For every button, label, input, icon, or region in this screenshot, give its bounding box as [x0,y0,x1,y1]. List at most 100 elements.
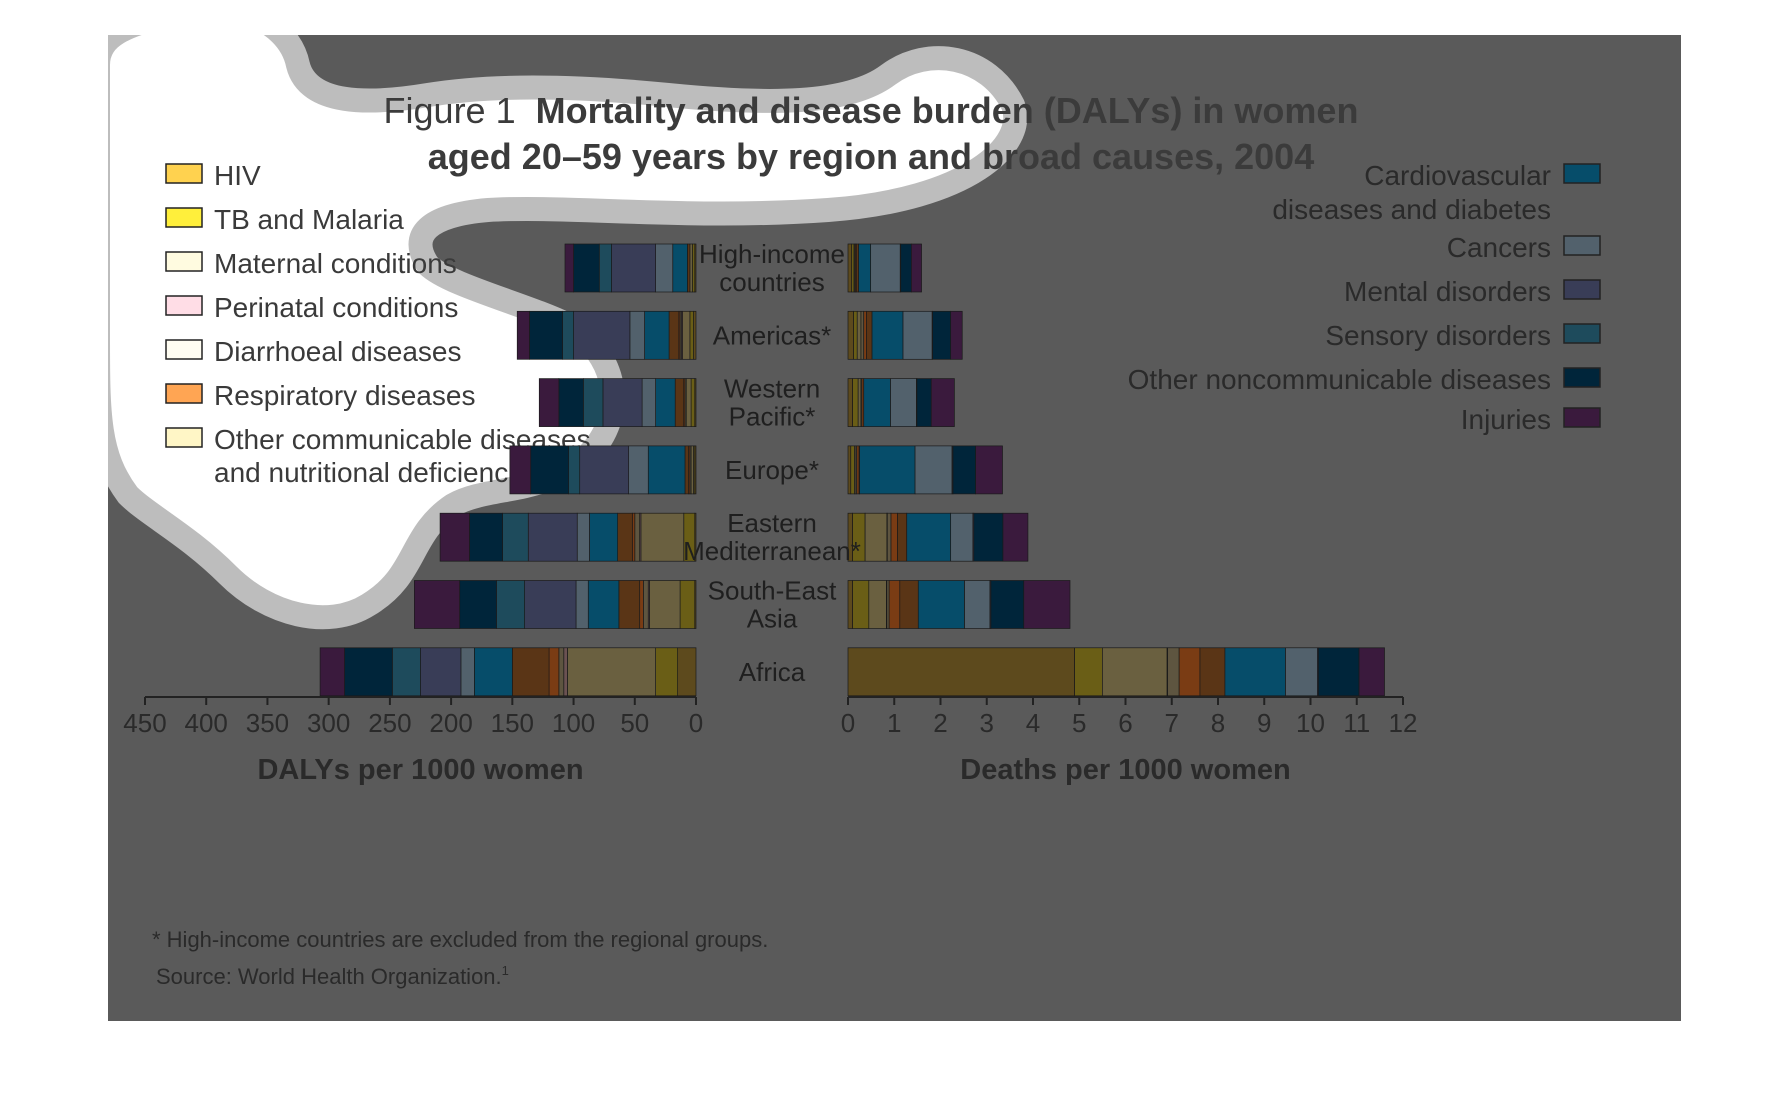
legend-item-other-noncommunicable-diseases: Other noncommunicable diseases [1128,364,1601,395]
bar-segment-hiv [847,378,853,427]
tick-label: 150 [491,708,534,738]
legend-label: HIV [214,160,261,191]
title-line-1: Mortality and disease burden (DALYs) in … [536,90,1359,131]
bar-dalys-europe [509,445,697,495]
bar-deaths-high-income-countries [847,243,922,293]
bar-segment-tb-and-malaria [1074,647,1103,697]
bar-segment-injuries [930,378,955,427]
bar-segment-tb-and-malaria [852,378,859,427]
bar-segment-other-communicable-diseases-and-nutritional-deficiencies [897,512,908,562]
bar-segment-tb-and-malaria [853,310,858,360]
bar-segment-cancers [628,445,649,495]
legend-label: Respiratory diseases [214,380,475,411]
bar-segment-sensory-disorders [562,310,574,360]
tick-label: 3 [980,708,994,738]
bar-segment-other-noncommunicable-diseases [344,647,393,697]
bar-segment-injuries [1358,647,1385,697]
bar-segment-tb-and-malaria [691,243,696,293]
bar-segment-mental-disorders [579,445,630,495]
tick-label: 350 [246,708,289,738]
bar-dalys-south-east-asia [414,580,697,629]
tick-label: 100 [552,708,595,738]
tick-label: 12 [1389,708,1418,738]
legend-label: diseases and diabetes [1272,194,1551,225]
bar-segment-respiratory-diseases [863,310,867,360]
bar-segment-other-communicable-diseases-and-nutritional-deficiencies [618,580,641,629]
bar-segment-hiv [847,445,852,495]
bar-segment-injuries [538,378,560,427]
legend-swatch [1563,367,1601,388]
bar-segment-sensory-disorders [391,647,421,697]
legend-label: Perinatal conditions [214,292,458,323]
bar-segment-cardiovascular-diseases-and-diabetes [871,310,904,360]
bar-segment-sensory-disorders [598,243,612,293]
bar-segment-maternal-conditions [1102,647,1168,697]
bar-segment-other-communicable-diseases-and-nutritional-deficiencies [684,445,690,495]
bar-segment-sensory-disorders [502,512,529,562]
chart-title: Figure 1 Mortality and disease burden (D… [384,90,1359,177]
bar-segment-cancers [870,243,901,293]
bar-segment-cancers [890,378,917,427]
bar-segment-maternal-conditions [685,378,692,427]
bar-segment-cardiovascular-diseases-and-diabetes [917,580,965,629]
legend-item-perinatal-conditions: Perinatal conditions [165,292,458,323]
bar-segment-other-noncommunicable-diseases [900,243,912,293]
legend-item-cancers: Cancers [1447,232,1601,263]
bar-segment-other-noncommunicable-diseases [952,445,976,495]
bar-segment-other-noncommunicable-diseases [973,512,1004,562]
tick-label: 50 [620,708,649,738]
bar-segment-cardiovascular-diseases-and-diabetes [474,647,513,697]
region-label-high-income-countries: High-income countries [699,239,845,297]
legend-label: Maternal conditions [214,248,457,279]
legend-label: TB and Malaria [214,204,404,235]
tick-label: 8 [1211,708,1225,738]
legend-swatch [165,383,203,404]
legend-swatch [165,207,203,228]
bar-dalys-africa [319,647,697,697]
figure-panel: Figure 1 Mortality and disease burden (D… [108,35,1681,1021]
bar-segment-cancers [914,445,953,495]
region-label-americas: Americas* [713,320,831,350]
bar-segment-cardiovascular-diseases-and-diabetes [655,378,676,427]
tick-label: 1 [887,708,901,738]
legend-swatch [165,427,203,448]
bar-segment-diarrhoeal-diseases [634,512,641,562]
bar-segment-cancers [460,647,475,697]
bar-segment-other-noncommunicable-diseases [990,580,1025,629]
bar-segment-diarrhoeal-diseases [1167,647,1180,697]
bar-segment-diarrhoeal-diseases [886,512,892,562]
bar-segment-maternal-conditions [868,580,887,629]
legend-swatch [165,251,203,272]
bar-segment-cardiovascular-diseases-and-diabetes [906,512,952,562]
legend-swatch [1563,407,1601,428]
bar-segment-mental-disorders [527,512,578,562]
region-label-western-pacific: Western Pacific* [724,374,820,432]
legend-swatch [165,339,203,360]
bar-segment-other-noncommunicable-diseases [469,512,503,562]
bar-segment-tb-and-malaria [655,647,678,697]
bar-segment-maternal-conditions [857,378,862,427]
bar-segment-cardiovascular-diseases-and-diabetes [589,512,618,562]
bar-segment-cardiovascular-diseases-and-diabetes [647,445,686,495]
bar-segment-respiratory-diseases [890,512,898,562]
tick-label: 9 [1257,708,1271,738]
region-label-africa: Africa [739,657,806,687]
legend-label: Cancers [1447,232,1551,263]
tick-label: 11 [1343,708,1370,738]
bar-segment-cancers [641,378,656,427]
bar-segment-injuries [439,512,470,562]
bar-segment-cancers [575,580,589,629]
bar-segment-maternal-conditions [856,310,862,360]
bar-segment-cancers [964,580,991,629]
bar-segment-other-noncommunicable-diseases [916,378,932,427]
bar-segment-perinatal-conditions [563,647,568,697]
tick-label: 4 [1026,708,1040,738]
bar-segment-other-communicable-diseases-and-nutritional-deficiencies [674,378,685,427]
bar-deaths-americas [847,310,963,360]
bar-segment-cardiovascular-diseases-and-diabetes [859,445,916,495]
title-line-2: aged 20–59 years by region and broad cau… [428,136,1314,177]
bar-dalys-high-income-countries [564,243,697,293]
